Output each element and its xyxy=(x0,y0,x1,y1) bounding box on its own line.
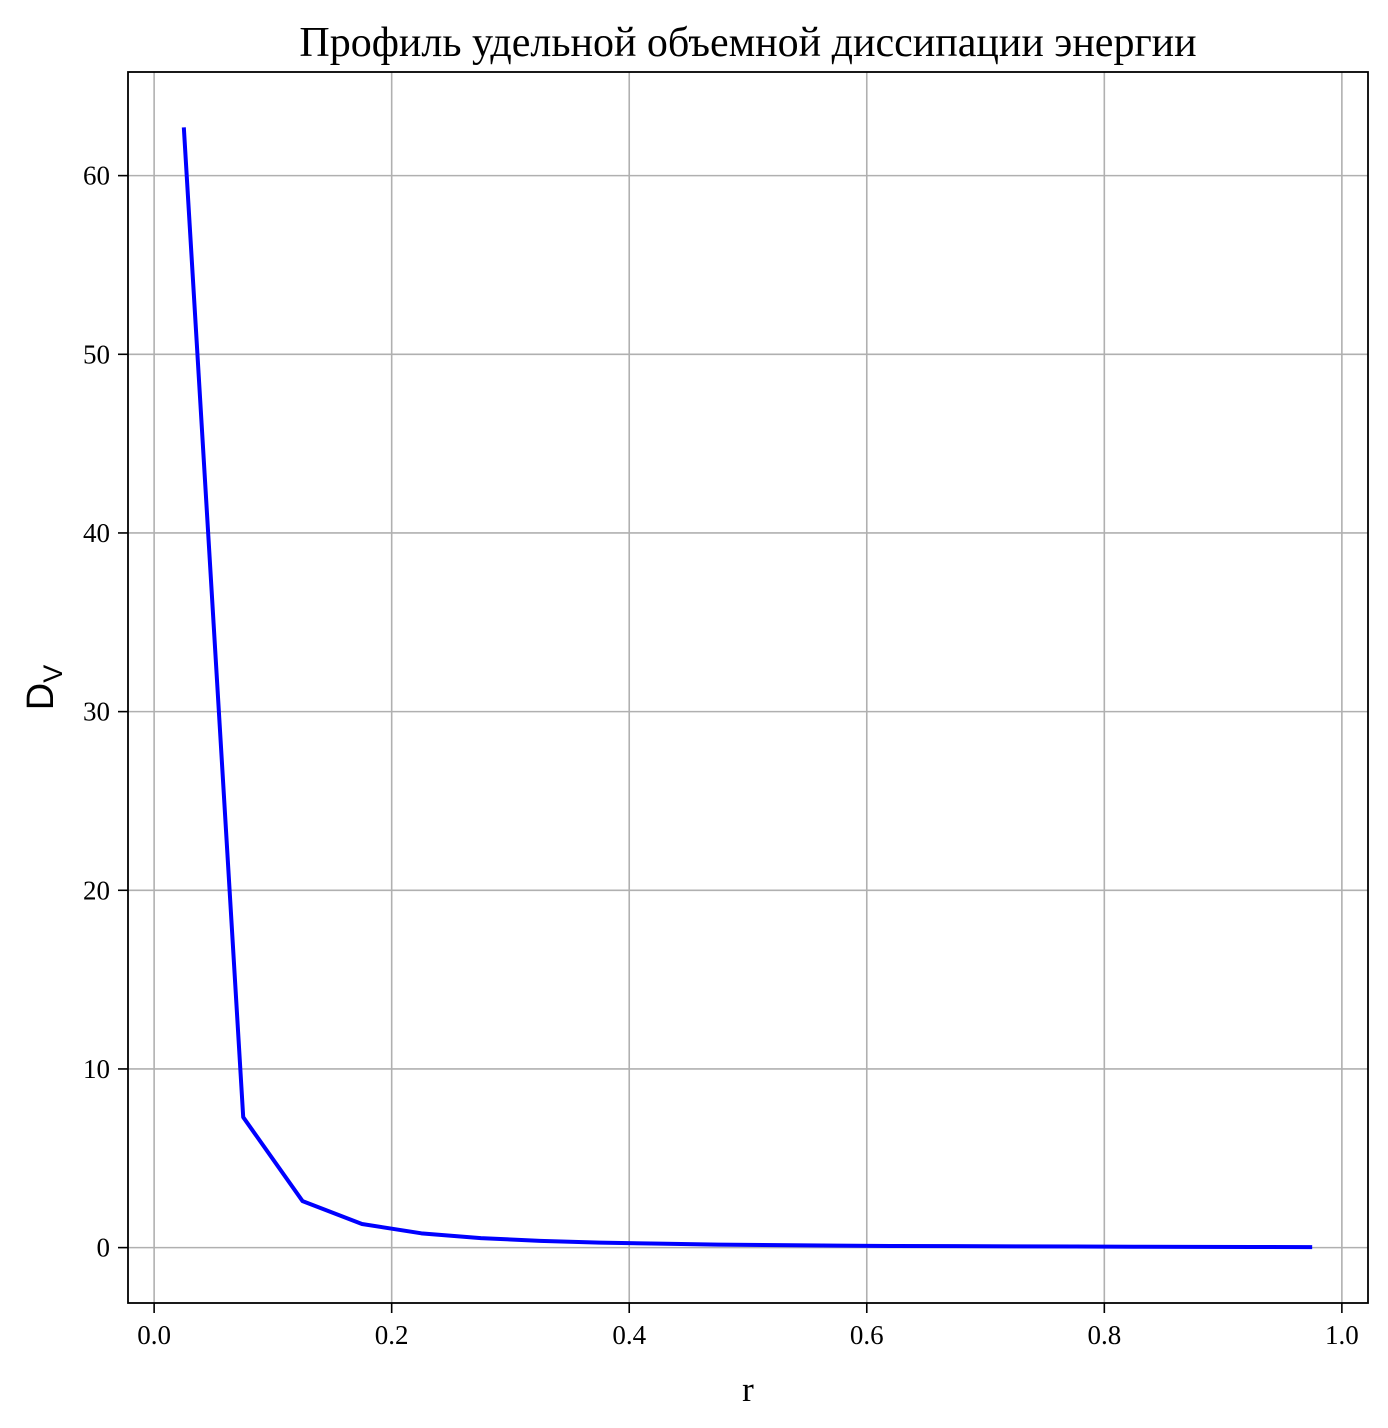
y-tick-label: 60 xyxy=(83,161,110,191)
y-axis-label-main: D xyxy=(20,683,62,710)
chart-title: Профиль удельной объемной диссипации эне… xyxy=(299,20,1196,66)
y-tick-label: 10 xyxy=(83,1054,110,1084)
series-layer xyxy=(181,127,1313,1250)
y-tick-label: 20 xyxy=(83,875,110,905)
x-tick-label: 0.8 xyxy=(1087,1320,1121,1350)
y-tick-label: 0 xyxy=(97,1233,111,1263)
x-tick-label: 0.0 xyxy=(137,1320,171,1350)
y-tick-label: 40 xyxy=(83,518,110,548)
x-axis-label: r xyxy=(742,1370,754,1409)
plot-area-frame xyxy=(127,71,1369,1304)
series-line xyxy=(181,127,1313,1250)
y-tick-label: 50 xyxy=(83,339,110,369)
y-axis-label-subscript: V xyxy=(38,665,68,683)
axis-ticks: 0.0 0.2 0.4 0.6 0.8 1.0 0 10 20 30 40 50 60 xyxy=(83,161,1359,1350)
y-axis-label: DV xyxy=(20,665,68,710)
x-tick-label: 0.4 xyxy=(612,1320,646,1350)
x-tick-label: 1.0 xyxy=(1325,1320,1359,1350)
grid xyxy=(128,72,1368,1303)
x-tick-label: 0.6 xyxy=(850,1320,884,1350)
x-tick-label: 0.2 xyxy=(375,1320,409,1350)
y-tick-label: 30 xyxy=(83,697,110,727)
